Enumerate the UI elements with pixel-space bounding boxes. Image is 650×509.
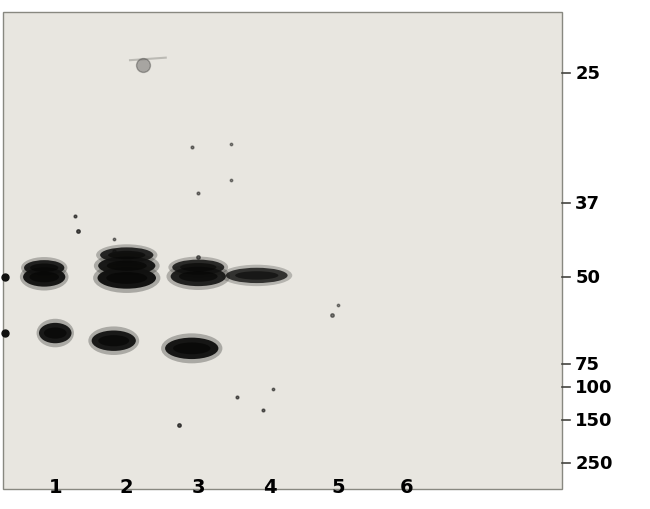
Ellipse shape bbox=[106, 272, 147, 285]
Text: 2: 2 bbox=[120, 477, 133, 496]
Text: 4: 4 bbox=[263, 477, 276, 496]
Text: 50: 50 bbox=[575, 268, 600, 287]
Ellipse shape bbox=[24, 261, 64, 276]
Ellipse shape bbox=[98, 268, 156, 289]
Text: 250: 250 bbox=[575, 454, 613, 472]
Ellipse shape bbox=[20, 264, 68, 291]
Bar bbox=[3, 13, 562, 489]
Ellipse shape bbox=[98, 335, 129, 347]
Ellipse shape bbox=[179, 272, 218, 282]
Ellipse shape bbox=[161, 334, 222, 363]
Ellipse shape bbox=[88, 327, 139, 355]
Text: 3: 3 bbox=[192, 477, 205, 496]
Text: 25: 25 bbox=[575, 65, 600, 83]
Ellipse shape bbox=[96, 245, 157, 266]
Ellipse shape bbox=[100, 248, 153, 263]
Ellipse shape bbox=[93, 264, 161, 293]
Ellipse shape bbox=[98, 257, 155, 275]
Text: 75: 75 bbox=[575, 355, 600, 373]
Ellipse shape bbox=[168, 257, 228, 278]
Ellipse shape bbox=[170, 267, 226, 287]
Ellipse shape bbox=[107, 261, 147, 271]
Ellipse shape bbox=[180, 264, 216, 272]
Ellipse shape bbox=[166, 263, 230, 291]
Text: 5: 5 bbox=[332, 477, 344, 496]
Ellipse shape bbox=[235, 272, 278, 280]
Ellipse shape bbox=[44, 328, 66, 339]
Ellipse shape bbox=[36, 319, 74, 348]
Ellipse shape bbox=[173, 343, 211, 355]
Ellipse shape bbox=[221, 265, 292, 287]
Text: 1: 1 bbox=[49, 477, 62, 496]
Ellipse shape bbox=[30, 264, 58, 272]
Ellipse shape bbox=[39, 323, 72, 344]
Ellipse shape bbox=[29, 272, 59, 282]
Text: 6: 6 bbox=[400, 477, 413, 496]
Text: 150: 150 bbox=[575, 411, 613, 429]
Ellipse shape bbox=[108, 251, 146, 260]
Text: 37: 37 bbox=[575, 194, 600, 213]
Ellipse shape bbox=[21, 258, 68, 279]
Text: 100: 100 bbox=[575, 378, 613, 396]
Ellipse shape bbox=[172, 260, 224, 275]
Ellipse shape bbox=[23, 268, 65, 287]
Ellipse shape bbox=[165, 338, 218, 359]
Ellipse shape bbox=[226, 268, 287, 284]
Ellipse shape bbox=[94, 253, 160, 279]
Ellipse shape bbox=[92, 331, 136, 351]
